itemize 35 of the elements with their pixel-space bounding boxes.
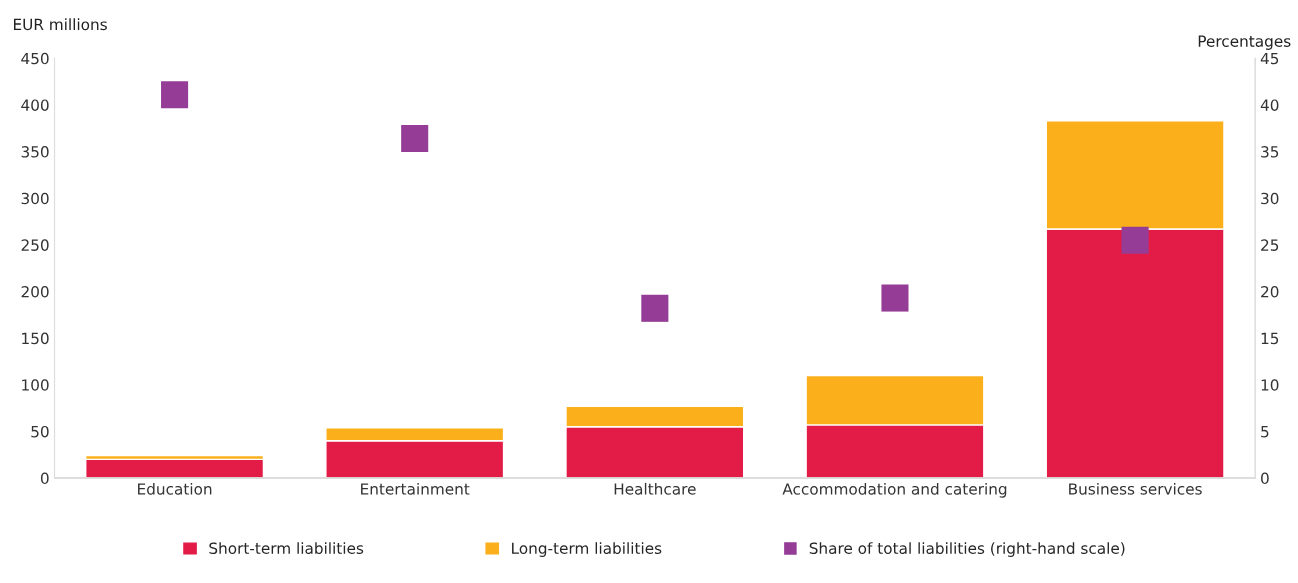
point [401,124,429,153]
x-tick-label: Business services [1069,482,1202,495]
y-tick-label: 150 [22,332,49,345]
legend-label: Long-term liabilities [512,542,662,557]
y-tick-label: 100 [22,379,49,391]
y2-tick-label: 0 [1261,472,1269,485]
y-tick-label: 50 [31,425,49,438]
y2-tick-label: 30 [1261,192,1279,205]
y2-tick-label: 25 [1261,239,1279,251]
x-tick-label: Healthcare [614,482,696,495]
point [1121,226,1149,254]
y2-tick-label: 10 [1261,379,1279,391]
legend-label: Short-term liabilities [209,542,364,555]
y-tick-label: 350 [21,146,49,158]
y2-tick-label: 40 [1260,99,1279,111]
y-tick-label: 250 [21,239,49,251]
y-tick-label: 0 [40,472,49,485]
y-axis-title: EUR millions [13,18,107,31]
y2-tick-label: 35 [1261,146,1279,158]
legend-label: Share of total liabilities (right-hand scale) [809,542,1125,557]
y-tick-label: 200 [21,285,49,298]
x-tick-label: Education [138,482,212,495]
point [641,294,669,322]
y2-tick-label: 15 [1261,332,1279,345]
point [161,81,189,109]
x-tick-label: Accommodation and catering [782,482,1007,498]
y2-axis-title: Percentages [1198,35,1291,50]
y2-tick-label: 5 [1261,426,1269,438]
x-tick-label: Entertainment [361,482,470,495]
y2-tick-label: 45 [1260,52,1279,65]
y-tick-label: 450 [21,52,49,65]
y-tick-label: 300 [21,192,49,205]
y2-tick-label: 20 [1261,285,1279,298]
point [881,284,909,312]
y-tick-label: 400 [21,99,49,111]
